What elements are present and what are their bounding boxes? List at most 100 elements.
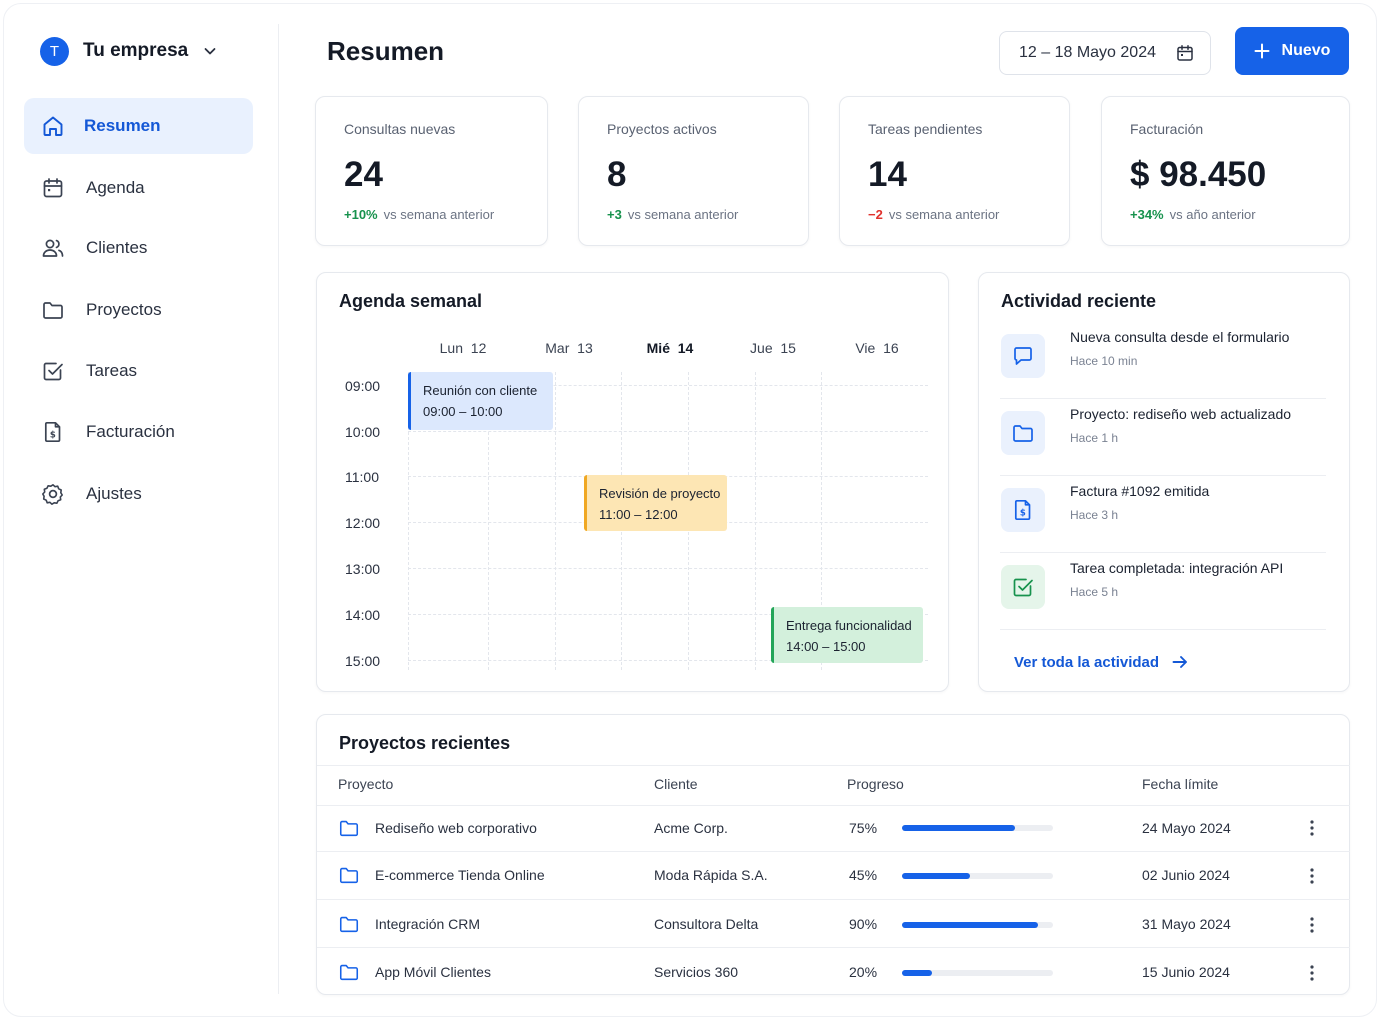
sidebar-item-tareas[interactable]: Tareas <box>24 343 253 399</box>
column-header[interactable]: Fecha límite <box>1142 776 1219 792</box>
sidebar-item-label: Facturación <box>86 422 175 441</box>
project-progress-label: 90% <box>849 916 878 932</box>
sidebar-item-label: Agenda <box>86 178 145 197</box>
grid-line <box>821 372 822 670</box>
svg-text:$: $ <box>50 430 56 440</box>
kpi-label: Proyectos activos <box>607 121 717 137</box>
kpi-delta: +3 vs semana anterior <box>607 207 738 222</box>
day-header-mie[interactable]: Mié 14 <box>618 340 722 356</box>
plus-icon <box>1254 43 1270 59</box>
activity-item[interactable]: Proyecto: rediseño web actualizado Hace … <box>1000 399 1326 476</box>
day-header-mar[interactable]: Mar 13 <box>517 340 621 356</box>
day-name: Lun <box>439 340 463 356</box>
kpi-delta-value: −2 <box>868 207 883 222</box>
day-name: Vie <box>855 340 876 356</box>
sidebar-item-agenda[interactable]: Agenda <box>24 160 253 216</box>
calendar-event[interactable]: Revisión de proyecto 11:00 – 12:00 <box>584 475 727 531</box>
date-range-label: 12 – 18 Mayo 2024 <box>1019 44 1156 61</box>
sidebar-item-resumen[interactable]: Resumen <box>24 98 253 154</box>
table-header-divider <box>317 765 1350 766</box>
activity-item[interactable]: Nueva consulta desde el formulario Hace … <box>1000 322 1326 399</box>
view-all-activity-link[interactable]: Ver toda la actividad <box>1014 653 1189 671</box>
activity-time: Hace 1 h <box>1070 431 1119 445</box>
kpi-value: 14 <box>868 155 907 194</box>
activity-title-text: Tarea completada: integración API <box>1070 560 1284 576</box>
day-number: 12 <box>470 340 487 356</box>
progress-bar-fill <box>902 873 970 879</box>
arrow-right-icon <box>1172 656 1188 668</box>
company-switcher[interactable]: T Tu empresa <box>40 36 218 66</box>
time-label: 09:00 <box>345 378 381 394</box>
project-client: Consultora Delta <box>654 916 759 932</box>
home-icon <box>40 113 66 139</box>
project-deadline: 02 Junio 2024 <box>1142 867 1230 883</box>
sidebar-item-label: Tareas <box>86 361 138 380</box>
activity-item[interactable]: $ Factura #1092 emitida Hace 3 h <box>1000 476 1326 553</box>
invoice-icon: $ <box>40 419 66 445</box>
day-header-jue[interactable]: Jue 15 <box>721 340 825 356</box>
folder-icon <box>339 916 359 933</box>
agenda-title: Agenda semanal <box>339 291 483 311</box>
progress-bar <box>902 970 1053 976</box>
day-header-lun[interactable]: Lun 12 <box>411 340 515 356</box>
event-title: Revisión de proyecto <box>599 486 721 501</box>
app-frame <box>3 3 1377 1017</box>
kpi-value: $ 98.450 <box>1130 155 1267 194</box>
activity-item[interactable]: Tarea completada: integración API Hace 5… <box>1000 553 1326 630</box>
kpi-delta: −2 vs semana anterior <box>868 207 999 222</box>
more-options-icon[interactable] <box>1302 866 1322 886</box>
sidebar-item-label: Proyectos <box>86 300 162 319</box>
grid-line <box>408 568 928 569</box>
kpi-label: Consultas nuevas <box>344 121 456 137</box>
project-name[interactable]: E-commerce Tienda Online <box>375 867 545 883</box>
sidebar-item-clientes[interactable]: Clientes <box>24 220 253 276</box>
project-deadline: 15 Junio 2024 <box>1142 964 1230 980</box>
kpi-card-facturacion: Facturación $ 98.450 +34% vs año anterior <box>1101 96 1350 246</box>
calendar-icon <box>1177 45 1193 61</box>
progress-bar <box>902 922 1053 928</box>
calendar-event[interactable]: Reunión con cliente 09:00 – 10:00 <box>408 372 553 430</box>
projects-title: Proyectos recientes <box>339 733 511 753</box>
project-client: Moda Rápida S.A. <box>654 867 768 883</box>
calendar-event[interactable]: Entrega funcionalidad 14:00 – 15:00 <box>771 607 923 663</box>
project-name[interactable]: App Móvil Clientes <box>375 964 491 980</box>
grid-line <box>755 372 756 670</box>
grid-line <box>555 372 556 670</box>
message-icon <box>1001 334 1045 378</box>
sidebar-item-proyectos[interactable]: Proyectos <box>24 282 253 338</box>
new-button[interactable]: Nuevo <box>1235 27 1349 75</box>
event-title: Entrega funcionalidad <box>786 618 912 633</box>
gear-icon <box>40 481 66 507</box>
day-name: Jue <box>750 340 773 356</box>
grid-line <box>408 614 928 615</box>
time-label: 10:00 <box>345 424 381 440</box>
event-time: 09:00 – 10:00 <box>423 404 503 419</box>
day-header-vie[interactable]: Vie 16 <box>825 340 929 356</box>
sidebar-item-label: Clientes <box>86 238 148 257</box>
time-label: 11:00 <box>345 469 379 485</box>
new-button-label: Nuevo <box>1281 42 1331 59</box>
svg-text:$: $ <box>1020 508 1026 518</box>
activity-title-text: Nueva consulta desde el formulario <box>1070 329 1290 345</box>
column-header[interactable]: Progreso <box>847 776 904 792</box>
column-header[interactable]: Proyecto <box>338 776 394 792</box>
sidebar-item-ajustes[interactable]: Ajustes <box>24 466 253 522</box>
grid-line <box>488 372 489 670</box>
sidebar: T Tu empresa Resumen Agenda Clientes Pro… <box>0 0 280 1020</box>
project-name[interactable]: Integración CRM <box>375 916 481 932</box>
project-name[interactable]: Rediseño web corporativo <box>375 820 537 836</box>
kpi-card-proyectos: Proyectos activos 8 +3 vs semana anterior <box>578 96 809 246</box>
kpi-card-consultas: Consultas nuevas 24 +10% vs semana anteri… <box>315 96 548 246</box>
folder-icon <box>339 964 359 981</box>
sidebar-item-facturacion[interactable]: $ Facturación <box>24 404 253 460</box>
folder-icon <box>339 867 359 884</box>
more-options-icon[interactable] <box>1302 963 1322 983</box>
kpi-value: 24 <box>344 155 383 194</box>
more-options-icon[interactable] <box>1302 818 1322 838</box>
column-header[interactable]: Cliente <box>654 776 698 792</box>
date-range-picker[interactable]: 12 – 18 Mayo 2024 <box>999 31 1211 75</box>
grid-line <box>408 431 928 432</box>
more-options-icon[interactable] <box>1302 915 1322 935</box>
folder-icon <box>339 820 359 837</box>
grid-line <box>408 372 409 670</box>
